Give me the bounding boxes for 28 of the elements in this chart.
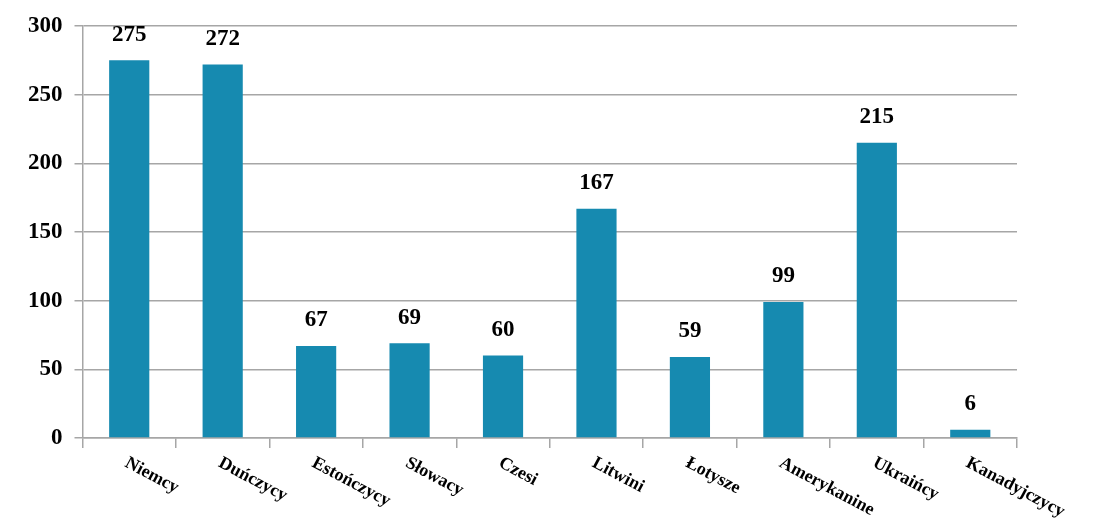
- bar: [296, 345, 337, 438]
- bar: [576, 208, 617, 438]
- data-label: 67: [304, 306, 328, 332]
- data-label: 99: [771, 262, 795, 288]
- y-tick-label: 200: [28, 149, 63, 175]
- data-label: 272: [205, 24, 240, 50]
- bar: [482, 355, 524, 438]
- data-label: 6: [964, 390, 977, 416]
- data-label: 215: [859, 103, 895, 129]
- data-label: 167: [579, 169, 614, 195]
- y-tick-label: 50: [39, 355, 63, 381]
- y-tick-label: 0: [51, 423, 63, 449]
- bar: [856, 142, 897, 438]
- y-tick-label: 100: [28, 286, 63, 312]
- data-label: 275: [111, 20, 147, 46]
- bar: [669, 356, 711, 438]
- bar: [389, 343, 430, 438]
- x-tick-label: Czesi: [495, 451, 542, 489]
- y-tick-label: 300: [28, 11, 63, 37]
- y-tick-label: 150: [28, 217, 63, 243]
- bar: [763, 302, 804, 438]
- bar: [950, 429, 991, 438]
- data-label: 59: [678, 317, 702, 343]
- data-label: 60: [491, 316, 515, 342]
- bar: [202, 64, 243, 438]
- y-tick-label: 250: [28, 80, 63, 106]
- data-label: 69: [398, 303, 422, 329]
- bar: [109, 60, 150, 438]
